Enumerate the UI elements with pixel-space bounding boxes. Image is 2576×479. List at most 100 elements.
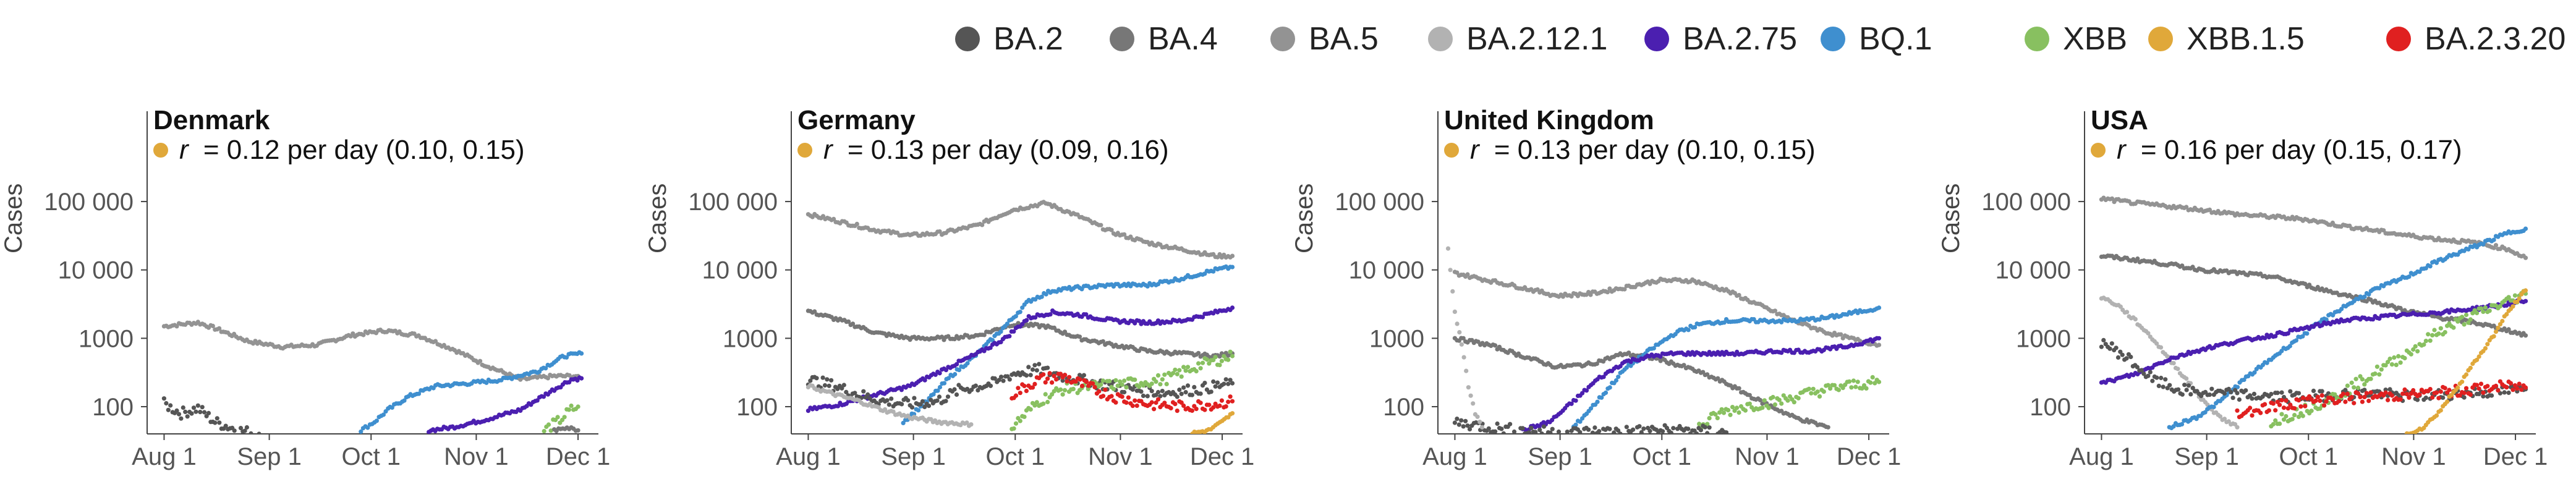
data-point <box>1145 394 1150 399</box>
data-point <box>2407 395 2412 400</box>
data-point <box>1192 384 1197 389</box>
data-point <box>1211 405 1216 410</box>
data-point <box>2161 384 2166 389</box>
data-point <box>1747 392 1752 397</box>
data-point <box>2478 381 2484 386</box>
data-point <box>1607 426 1612 431</box>
data-point <box>1189 408 1194 413</box>
data-point <box>1115 383 1120 388</box>
data-point <box>2447 388 2452 392</box>
data-point <box>1065 379 1069 384</box>
data-point <box>2352 401 2357 405</box>
data-point <box>1202 407 1207 412</box>
data-point <box>2125 310 2130 315</box>
data-point <box>1090 381 1095 386</box>
legend-label: XBB.1.5 <box>2187 21 2305 57</box>
data-point <box>564 355 569 360</box>
data-point <box>1668 430 1673 434</box>
data-point <box>1217 403 1222 409</box>
data-point <box>1109 394 1114 399</box>
data-point <box>2428 387 2433 392</box>
series-ba-5 <box>1452 269 1882 348</box>
data-point <box>2523 333 2528 338</box>
data-point <box>2519 387 2524 392</box>
data-point <box>1149 400 1154 405</box>
data-point <box>2248 405 2253 410</box>
data-point <box>2235 391 2240 396</box>
data-point <box>1185 365 1191 370</box>
legend-item: BA.5 <box>1270 11 1379 67</box>
data-point <box>1213 355 1218 360</box>
data-point <box>1175 371 1180 376</box>
y-tick-label: 1000 <box>2016 325 2071 352</box>
series-xbb <box>542 403 580 434</box>
data-point <box>2483 346 2488 351</box>
data-point <box>1713 412 1718 417</box>
data-point <box>566 407 572 412</box>
data-point <box>381 412 386 417</box>
data-point <box>1616 375 1621 379</box>
data-point <box>1707 416 1712 421</box>
data-point <box>1099 223 1103 227</box>
y-tick-label: 1000 <box>79 325 134 352</box>
data-point <box>210 323 215 328</box>
data-point <box>1459 418 1464 423</box>
data-point <box>1124 400 1129 405</box>
data-point <box>1230 411 1235 416</box>
data-point <box>365 425 370 430</box>
data-point <box>1030 367 1035 372</box>
data-point <box>359 429 363 434</box>
data-point <box>579 351 584 356</box>
data-point <box>2489 393 2494 398</box>
data-point <box>2517 296 2522 301</box>
data-point <box>1100 339 1105 344</box>
data-point <box>1130 387 1135 392</box>
data-point <box>1702 425 1707 430</box>
data-point <box>1603 390 1609 395</box>
data-point <box>2442 330 2447 335</box>
data-point <box>2167 383 2172 388</box>
data-point <box>195 403 200 408</box>
data-point <box>1226 381 1231 386</box>
data-point <box>1045 399 1050 405</box>
data-point <box>2523 299 2528 303</box>
data-point <box>2417 392 2422 397</box>
data-point <box>2263 402 2268 407</box>
data-point <box>1175 394 1180 399</box>
series-ba-4 <box>1452 336 1830 430</box>
data-point <box>2366 292 2371 297</box>
growth-rate: r = 0.13 per day (0.10, 0.15) <box>1444 135 1816 166</box>
data-point <box>1107 379 1112 384</box>
data-point <box>1183 390 1188 395</box>
data-point <box>2148 370 2153 375</box>
data-point <box>988 383 993 388</box>
data-point <box>1024 388 1029 394</box>
data-point <box>1196 361 1201 366</box>
data-point <box>2496 325 2501 331</box>
data-point <box>2303 281 2308 286</box>
data-point <box>1817 394 1822 399</box>
data-point <box>829 378 834 383</box>
data-point <box>1026 365 1031 370</box>
rate-symbol: r <box>179 135 189 165</box>
data-point <box>198 410 203 415</box>
data-point <box>846 319 851 324</box>
series-ba-2-12-1 <box>1445 246 1484 430</box>
rate-symbol: r <box>823 135 833 165</box>
data-point <box>2258 410 2263 415</box>
data-point <box>1013 314 1018 319</box>
data-point <box>1016 386 1021 391</box>
data-point <box>2426 332 2431 337</box>
data-point <box>1162 401 1167 405</box>
data-point <box>2288 402 2293 407</box>
data-point <box>2358 394 2363 399</box>
data-point <box>1043 392 1048 397</box>
panel-title: Germany <box>797 105 916 135</box>
data-point <box>166 407 171 412</box>
legend-item: BA.2.12.1 <box>1428 11 1607 67</box>
data-point <box>1230 305 1235 310</box>
series-bq-1 <box>359 350 584 434</box>
data-point <box>2311 388 2316 393</box>
data-point <box>1024 318 1029 323</box>
data-point <box>956 368 962 373</box>
